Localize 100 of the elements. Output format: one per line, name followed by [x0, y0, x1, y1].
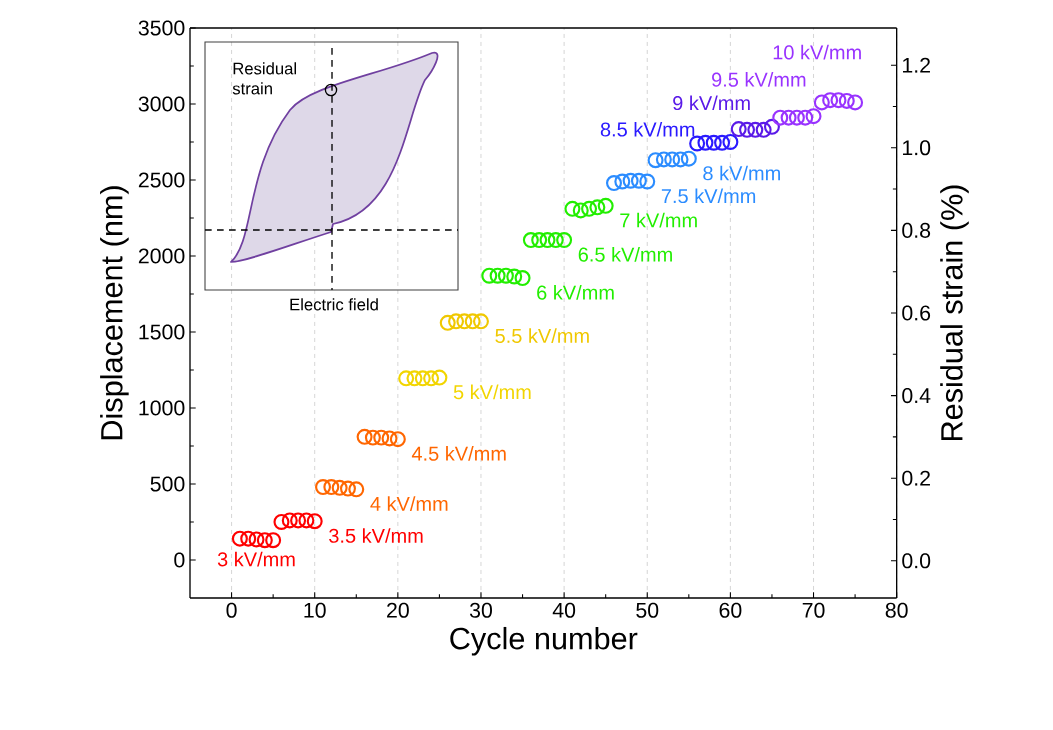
point	[547, 232, 564, 249]
point	[265, 532, 282, 549]
annotation: Residual strain	[232, 62, 296, 95]
point	[331, 479, 348, 496]
point	[323, 479, 340, 496]
point	[822, 92, 839, 109]
point	[697, 134, 714, 151]
x-tick-label: 20	[387, 602, 409, 618]
point	[481, 267, 498, 284]
point	[489, 267, 506, 284]
point	[813, 94, 830, 111]
x-tick-label: 60	[719, 602, 742, 618]
point	[739, 121, 756, 138]
point	[805, 108, 822, 125]
x-tick-label: 50	[636, 602, 659, 618]
series-label: 10 kV/mm	[773, 44, 861, 60]
series-label: 6 kV/mm	[537, 284, 614, 300]
y-tick-label: 1500	[139, 324, 185, 340]
point	[256, 532, 273, 549]
point	[248, 531, 265, 548]
x-tick-label: 70	[802, 602, 825, 618]
point	[373, 429, 390, 446]
series-label: 3.5 kV/mm	[329, 528, 423, 543]
point	[472, 313, 489, 330]
point	[414, 370, 431, 387]
y2-tick-label: 1.0	[903, 140, 931, 156]
point	[381, 430, 398, 447]
point	[464, 313, 481, 330]
point	[389, 431, 406, 448]
point	[830, 92, 847, 109]
point	[630, 172, 647, 189]
x-axis-title: Cycle number	[450, 626, 638, 656]
x-tick-label: 30	[469, 602, 492, 618]
point	[348, 481, 365, 498]
point	[680, 150, 697, 167]
series-label: 9 kV/mm	[673, 95, 750, 111]
y-axis-title: Displacement (nm)	[100, 186, 129, 440]
point	[514, 270, 531, 287]
y2-tick-label: 0.2	[902, 470, 930, 486]
series-label: 8 kV/mm	[703, 165, 780, 181]
point	[714, 134, 731, 151]
point	[497, 267, 514, 284]
point	[797, 109, 814, 126]
point	[788, 109, 805, 126]
series-label: 5 kV/mm	[453, 384, 531, 400]
series-label: 5.5 kV/mm	[495, 328, 589, 343]
y-tick-label: 2000	[138, 248, 185, 264]
point	[556, 232, 573, 249]
series-label: 4.5 kV/mm	[411, 446, 506, 461]
point	[639, 173, 656, 190]
point	[847, 94, 864, 111]
point	[306, 513, 323, 530]
y-tick-label: 3500	[138, 20, 185, 36]
point	[772, 109, 789, 126]
point	[423, 370, 440, 387]
y-tick-label: 2500	[138, 172, 185, 188]
point	[780, 109, 797, 126]
series-label: 9.5 kV/mm	[712, 72, 806, 87]
y2-tick-label: 0.4	[902, 388, 931, 404]
point	[290, 512, 307, 529]
y2-tick-label: 0.8	[902, 222, 931, 238]
point	[564, 200, 581, 217]
y2-tick-label: 1.2	[903, 57, 930, 73]
point	[506, 268, 523, 285]
x-tick-label: 0	[226, 602, 237, 618]
series-label: 3 kV/mm	[217, 551, 295, 567]
point	[655, 151, 672, 168]
point	[605, 175, 622, 192]
x-tick-label: 80	[885, 602, 908, 618]
y-tick-label: 500	[150, 476, 185, 492]
point	[522, 232, 539, 249]
point	[672, 151, 689, 168]
point	[339, 480, 356, 497]
series-label: 8.5 kV/mm	[600, 121, 695, 137]
point	[581, 200, 598, 217]
point	[747, 121, 764, 138]
point	[364, 429, 381, 446]
point	[647, 152, 664, 169]
point	[448, 313, 465, 330]
y-tick-label: 0	[174, 552, 185, 568]
point	[315, 479, 332, 496]
y2-axis-title: Residual strain (%)	[940, 185, 969, 440]
series-label: 7.5 kV/mm	[661, 188, 756, 204]
point	[664, 151, 681, 168]
point	[240, 530, 257, 547]
y2-tick-label: 0.6	[902, 305, 931, 321]
point	[614, 173, 631, 190]
x-tick-label: 40	[552, 602, 576, 618]
point	[406, 370, 423, 387]
point	[298, 512, 315, 529]
y-tick-label: 3000	[138, 96, 185, 112]
point	[755, 121, 772, 138]
y-tick-label: 1000	[139, 400, 185, 416]
point	[763, 118, 780, 135]
point	[456, 313, 473, 330]
point	[231, 530, 248, 547]
point	[589, 199, 606, 216]
point	[705, 134, 722, 151]
point	[398, 370, 415, 387]
point	[572, 202, 589, 219]
